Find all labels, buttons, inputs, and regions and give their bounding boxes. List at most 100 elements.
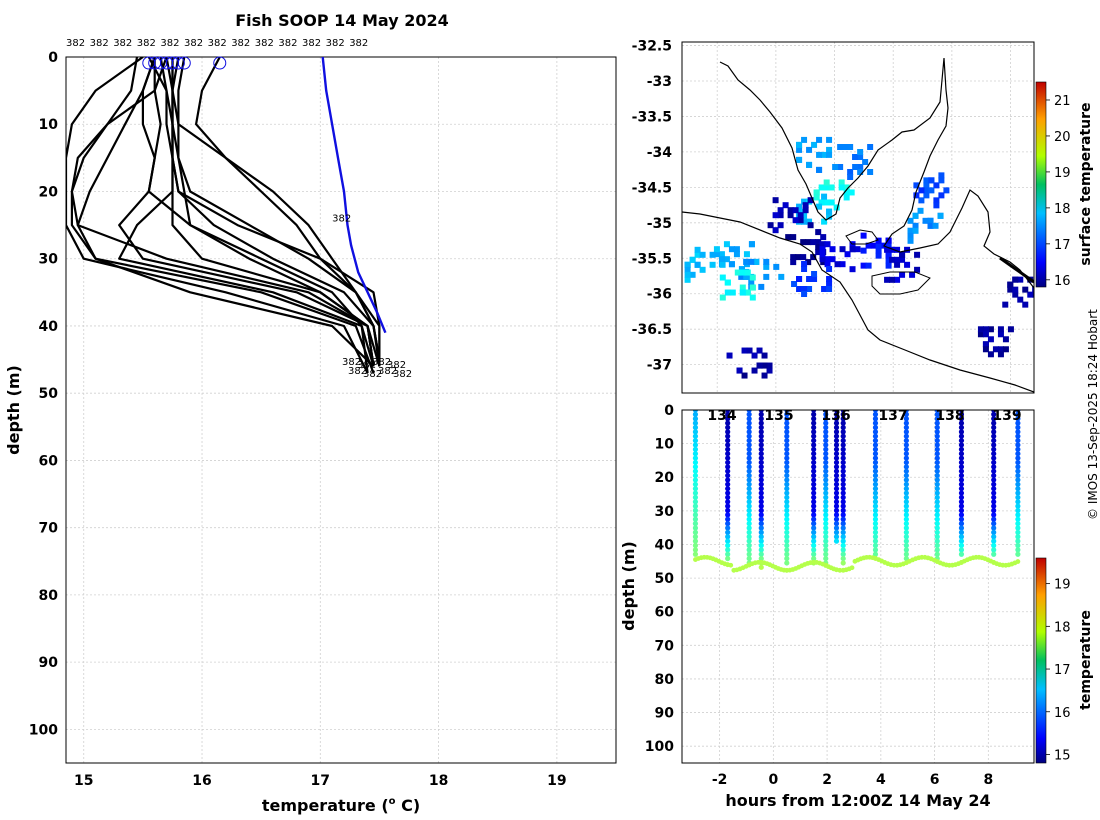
section-dot xyxy=(991,494,997,501)
section-dot xyxy=(872,538,879,544)
section-dot xyxy=(872,429,879,435)
sst-pixel xyxy=(728,246,735,253)
sst-pixel xyxy=(927,217,934,224)
section-dot xyxy=(823,429,829,435)
section-dot xyxy=(934,551,940,557)
section-dot xyxy=(903,420,909,426)
section-dot xyxy=(811,494,817,501)
section-dot xyxy=(840,560,846,566)
section-dot xyxy=(811,507,817,514)
section-dot xyxy=(903,433,909,439)
section-dot xyxy=(784,499,790,505)
sst-pixel xyxy=(816,166,823,173)
map-y-tick-label: -33.5 xyxy=(632,109,672,125)
map-frame xyxy=(681,41,1035,394)
section-dot xyxy=(811,499,817,505)
sst-pixel xyxy=(744,289,751,296)
section-dot xyxy=(903,547,909,553)
section-dot xyxy=(811,451,817,457)
top-label: 382 xyxy=(278,38,297,49)
profile-line-cast-11 xyxy=(195,57,381,360)
section-dot xyxy=(833,507,840,514)
section-dot xyxy=(903,416,909,422)
section-dot xyxy=(934,477,940,483)
section-dot xyxy=(746,455,752,461)
top-labels: 382 382 382 382 382 382 382 382 382 382 382 382 382 xyxy=(66,38,368,49)
section-dot xyxy=(1015,410,1021,413)
sst-pixel xyxy=(728,261,735,268)
sst-pixel xyxy=(790,259,797,266)
sst-colorbar-tick-label: 20 xyxy=(1054,130,1071,145)
sst-pixel xyxy=(756,362,763,369)
sst-pixel xyxy=(718,251,725,258)
section-dot xyxy=(903,464,909,470)
map-background xyxy=(682,42,1034,393)
section-dot xyxy=(692,521,699,527)
section-dot xyxy=(1015,494,1021,501)
section-top-axis-label: 135 xyxy=(764,408,793,424)
sst-pixel xyxy=(802,202,809,209)
sst-pixel xyxy=(828,184,835,191)
section-dot xyxy=(958,494,965,501)
coastline xyxy=(682,57,1034,393)
section-dot xyxy=(758,538,764,544)
section-dot xyxy=(903,503,909,509)
sst-colorbar-tick-label: 21 xyxy=(1054,94,1071,109)
sst-pixel xyxy=(816,203,823,210)
sst-colorbar-tick-label: 17 xyxy=(1054,238,1071,253)
section-dot xyxy=(840,451,846,457)
bottom-label: 382 xyxy=(363,369,382,380)
section-dot xyxy=(833,494,840,501)
section-dot xyxy=(1015,538,1021,544)
section-dot xyxy=(692,459,699,466)
section-dot xyxy=(991,512,997,518)
section-dot xyxy=(958,486,965,492)
sst-pixel xyxy=(912,212,919,219)
section-dot xyxy=(1015,481,1021,487)
section-dot xyxy=(840,499,846,505)
sst-pixel xyxy=(838,179,845,186)
profile-line-cast-5 xyxy=(76,57,375,368)
section-dot xyxy=(872,464,879,470)
section-dot xyxy=(725,551,731,557)
section-dot xyxy=(833,459,840,466)
section-dot xyxy=(758,464,764,470)
sst-pixel xyxy=(829,246,836,253)
sst-pixel xyxy=(857,149,864,155)
section-dot xyxy=(758,551,764,557)
section-dot xyxy=(1015,486,1021,492)
sst-pixel xyxy=(1032,286,1034,293)
section-dot xyxy=(784,521,790,527)
sst-pixel xyxy=(826,208,833,215)
sst-pixel xyxy=(857,169,864,175)
section-dot xyxy=(725,455,731,461)
section-dot xyxy=(758,420,764,426)
section-dot xyxy=(746,472,752,479)
section-dot xyxy=(725,472,731,479)
sst-pixel xyxy=(854,246,861,253)
sst-pixel xyxy=(857,164,864,170)
section-dot xyxy=(746,416,752,422)
section-dot xyxy=(840,420,846,426)
section-dot xyxy=(934,481,940,487)
sst-pixel xyxy=(699,266,706,273)
section-dot xyxy=(725,534,731,540)
section-dot xyxy=(746,477,752,483)
y-tick-label: 80 xyxy=(39,588,59,604)
coast-south xyxy=(682,211,1034,393)
sst-pixel xyxy=(810,254,817,261)
top-label: 382 xyxy=(208,38,227,49)
section-dot xyxy=(811,486,817,492)
bottom-label: 382 xyxy=(357,360,376,371)
section-dot xyxy=(725,490,731,496)
section-dot xyxy=(872,468,879,474)
section-y-tick-label: 0 xyxy=(664,403,674,419)
section-dot xyxy=(840,503,846,509)
profile-lines xyxy=(66,57,387,374)
section-dot xyxy=(811,455,817,461)
section-dot xyxy=(692,525,699,531)
section-dot xyxy=(903,499,909,505)
section-dot xyxy=(692,446,699,452)
sst-pixel xyxy=(852,154,859,160)
coast-gulfs xyxy=(719,57,1034,289)
